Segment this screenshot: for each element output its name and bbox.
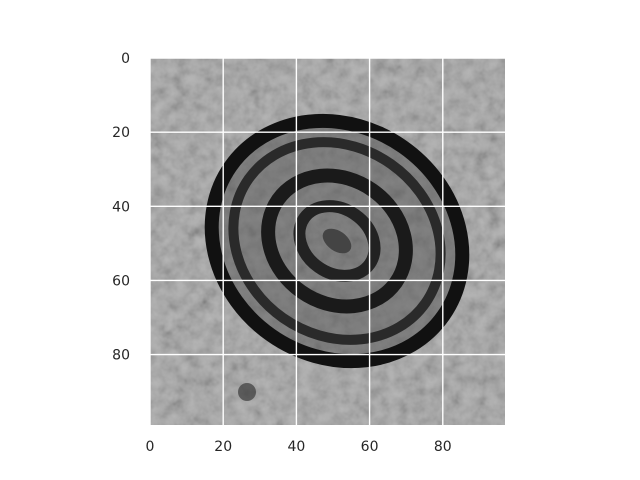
x-tick-label: 80 — [434, 439, 452, 455]
y-tick-label: 0 — [121, 51, 130, 67]
x-tick-label: 0 — [146, 439, 155, 455]
y-axis-ticks: 0 20 40 60 80 — [112, 51, 130, 364]
y-tick-label: 40 — [112, 199, 130, 215]
y-tick-label: 80 — [112, 348, 130, 364]
x-tick-label: 20 — [214, 439, 232, 455]
grayscale-image — [150, 58, 505, 425]
y-tick-label: 20 — [112, 125, 130, 141]
x-axis-ticks: 0 20 40 60 80 — [146, 439, 452, 455]
y-tick-label: 60 — [112, 273, 130, 289]
grid-lines — [150, 58, 505, 425]
x-tick-label: 40 — [287, 439, 305, 455]
small-blob — [238, 383, 256, 401]
x-tick-label: 60 — [361, 439, 379, 455]
cell-outline — [204, 113, 470, 369]
